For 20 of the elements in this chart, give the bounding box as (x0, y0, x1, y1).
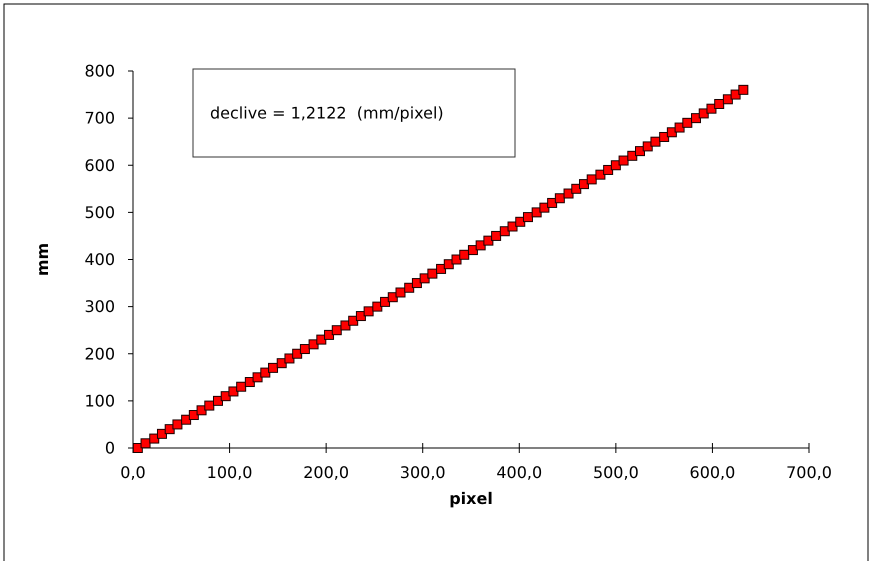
annotation: declive = 1,2122 (mm/pixel) (210, 104, 444, 123)
y-tick-label: 200 (84, 344, 115, 364)
y-tick-label: 500 (84, 202, 115, 222)
x-tick-label: 600,0 (690, 463, 736, 482)
x-tick-label: 400,0 (496, 463, 542, 482)
x-tick-label: 300,0 (400, 463, 446, 482)
x-tick-label: 100,0 (206, 463, 252, 482)
y-axis-title: mm (33, 242, 52, 276)
y-tick-label: 800 (84, 62, 115, 81)
y-tick-label: 0 (104, 438, 115, 458)
x-tick-label: 500,0 (592, 463, 639, 482)
x-tick-label: 0,0 (120, 463, 146, 482)
y-tick-label: 100 (84, 391, 115, 410)
x-axis-title: pixel (449, 489, 493, 508)
y-tick-label: 600 (84, 156, 115, 175)
x-tick-label: 700,0 (786, 463, 832, 482)
y-tick-label: 700 (84, 108, 115, 128)
y-tick-label: 300 (84, 297, 115, 316)
y-tick-label: 400 (84, 250, 115, 270)
x-tick-label: 200,0 (303, 463, 350, 482)
